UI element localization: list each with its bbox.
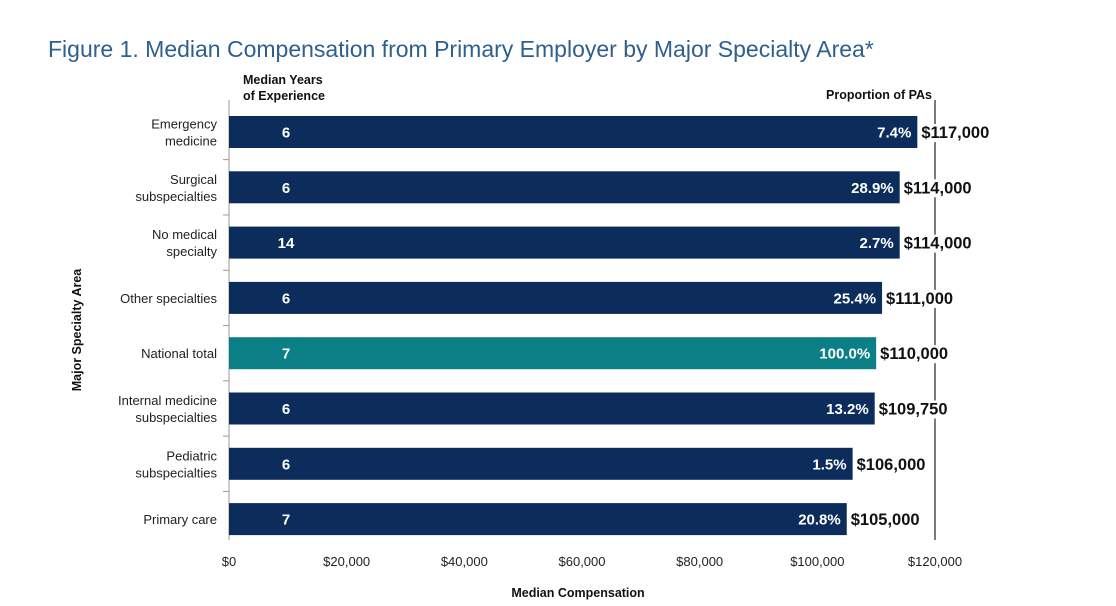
category-label: Emergency xyxy=(151,117,217,132)
x-tick-label: $120,000 xyxy=(908,554,962,569)
value-label: $105,000 xyxy=(851,511,920,529)
category-label: No medical xyxy=(152,227,217,242)
category-label: Primary care xyxy=(143,512,217,527)
years-label: 6 xyxy=(282,290,290,307)
value-label-backdrop xyxy=(849,511,921,530)
value-label-backdrop xyxy=(885,289,955,308)
x-tick-label: $0 xyxy=(222,554,236,569)
category-label: specialty xyxy=(166,244,217,259)
category-label: National total xyxy=(141,346,217,361)
proportion-label: 13.2% xyxy=(826,401,869,418)
value-label-backdrop xyxy=(879,345,950,364)
proportion-label: 25.4% xyxy=(834,290,877,307)
bar xyxy=(229,503,847,536)
proportion-label: 20.8% xyxy=(798,512,841,529)
years-label: 7 xyxy=(282,346,290,363)
years-label: 14 xyxy=(278,235,295,252)
value-label: $109,750 xyxy=(879,401,948,419)
x-tick-label: $40,000 xyxy=(441,554,488,569)
value-label: $111,000 xyxy=(886,290,953,308)
y-axis-title: Major Specialty Area xyxy=(70,268,84,392)
category-label: subspecialties xyxy=(135,189,217,204)
bar xyxy=(229,447,853,480)
years-label: 7 xyxy=(282,512,290,529)
value-label: $106,000 xyxy=(857,456,926,474)
category-label: Other specialties xyxy=(120,291,217,306)
x-tick-label: $20,000 xyxy=(323,554,370,569)
years-label: 6 xyxy=(282,125,290,142)
years-label: 6 xyxy=(282,180,290,197)
value-label: $114,000 xyxy=(904,235,972,253)
value-label: $110,000 xyxy=(880,345,948,363)
value-label-backdrop xyxy=(902,234,973,253)
proportion-label: 7.4% xyxy=(877,125,911,142)
category-label: Pediatric xyxy=(166,448,217,463)
proportion-header: Proportion of PAs xyxy=(826,88,932,102)
value-label-backdrop xyxy=(902,179,973,198)
bar xyxy=(229,171,900,204)
value-label-backdrop xyxy=(855,455,927,474)
bar xyxy=(229,226,900,259)
x-axis-title: Median Compensation xyxy=(511,586,644,600)
value-label-backdrop xyxy=(920,124,991,142)
value-label: $117,000 xyxy=(921,124,989,142)
chart-title: Figure 1. Median Compensation from Prima… xyxy=(48,36,874,62)
years-header-line-2: of Experience xyxy=(243,89,325,103)
category-label: subspecialties xyxy=(135,410,217,425)
proportion-label: 2.7% xyxy=(859,235,893,252)
x-tick-label: $60,000 xyxy=(559,554,606,569)
years-label: 6 xyxy=(282,456,290,473)
bar xyxy=(229,392,875,425)
bar xyxy=(229,281,883,314)
x-tick-label: $100,000 xyxy=(790,554,844,569)
bar xyxy=(229,337,877,370)
proportion-label: 1.5% xyxy=(812,456,846,473)
x-tick-label: $80,000 xyxy=(676,554,723,569)
category-label: medicine xyxy=(165,134,217,149)
value-label: $114,000 xyxy=(904,179,972,197)
years-header-line-1: Median Years xyxy=(243,73,323,87)
proportion-label: 100.0% xyxy=(819,346,870,363)
category-label: Surgical xyxy=(170,172,217,187)
category-label: Internal medicine xyxy=(118,393,217,408)
value-label-backdrop xyxy=(877,400,949,419)
proportion-label: 28.9% xyxy=(851,180,894,197)
years-label: 6 xyxy=(282,401,290,418)
bar xyxy=(229,116,918,148)
category-label: subspecialties xyxy=(135,465,217,480)
